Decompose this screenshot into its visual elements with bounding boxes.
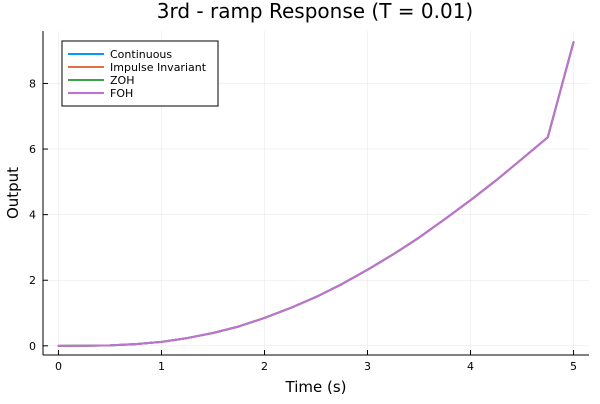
x-axis-label: Time (s) [285,378,347,396]
x-tick-label: 1 [158,360,165,373]
axes [42,31,589,356]
x-tick-label: 0 [55,360,62,373]
y-axis-label: Output [4,167,22,219]
legend-label: ZOH [110,74,134,87]
x-ticks: 0 1 2 3 4 5 [55,350,577,373]
y-tick-label: 6 [29,143,36,156]
series-group [57,41,575,347]
y-ticks: 0 2 4 6 8 [29,77,48,353]
series-line-foh [57,41,575,347]
y-tick-label: 4 [29,209,36,222]
x-tick-label: 4 [467,360,474,373]
chart-title: 3rd - ramp Response (T = 0.01) [157,0,473,23]
x-tick-label: 2 [261,360,268,373]
legend-label: FOH [110,87,133,100]
x-tick-label: 3 [364,360,371,373]
legend-label: Impulse Invariant [110,61,207,74]
x-tick-label: 5 [570,360,577,373]
y-tick-label: 2 [29,274,36,287]
y-tick-label: 0 [29,340,36,353]
legend-label: Continuous [110,48,172,61]
legend-box [61,40,219,107]
y-tick-label: 8 [29,77,36,90]
